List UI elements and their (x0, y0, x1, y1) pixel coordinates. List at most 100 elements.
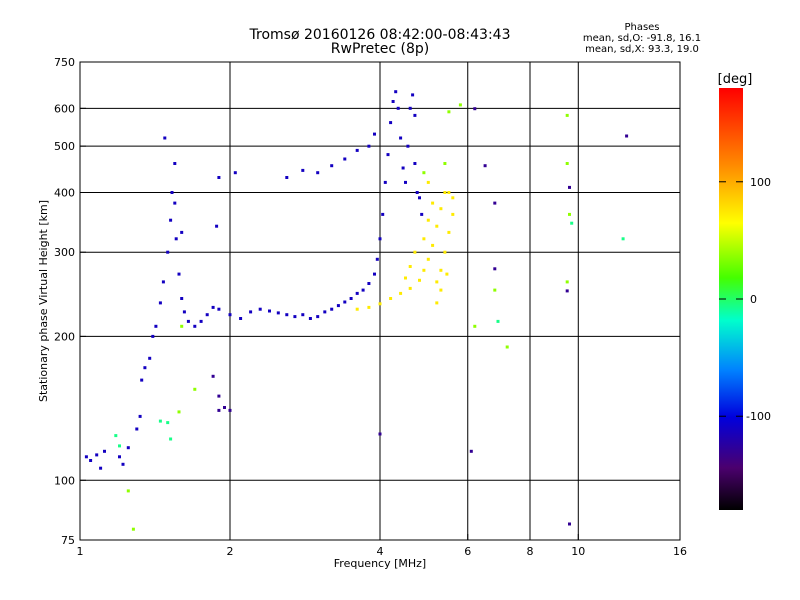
data-point (445, 272, 449, 276)
data-point (169, 218, 173, 222)
colorbar-ticks: 100 0 -100 (719, 176, 771, 423)
data-point (285, 313, 289, 317)
data-point (565, 280, 569, 284)
data-point (565, 113, 569, 117)
data-point (217, 394, 221, 398)
phase-stats: Phases mean, sd,O: -91.8, 16.1 mean, sd,… (562, 22, 722, 55)
data-point (143, 366, 147, 370)
data-point (95, 453, 99, 457)
data-point (89, 459, 93, 462)
data-point (447, 230, 451, 234)
y-tick-label: 600 (54, 102, 75, 115)
data-point (330, 307, 334, 311)
x-tick-label: 10 (571, 545, 585, 558)
data-point (163, 136, 167, 140)
data-point (258, 307, 262, 311)
data-point (361, 288, 365, 292)
data-point (496, 319, 500, 323)
data-point (625, 134, 629, 138)
y-tick-label: 75 (61, 534, 75, 547)
data-point (418, 196, 421, 200)
data-point (140, 378, 144, 382)
data-point (458, 103, 462, 107)
data-point (148, 356, 152, 360)
data-point (223, 406, 226, 409)
data-point (215, 224, 219, 228)
data-point (138, 414, 142, 418)
data-point (186, 319, 190, 323)
x-tick-label: 8 (527, 545, 534, 558)
data-point (301, 313, 305, 317)
data-point (114, 434, 118, 438)
data-point (367, 305, 371, 309)
data-point (217, 176, 221, 179)
x-tick-label: 16 (673, 545, 687, 558)
data-point (570, 221, 574, 225)
data-point (166, 250, 170, 254)
data-point (193, 324, 197, 328)
data-point (151, 334, 155, 338)
data-point (373, 132, 376, 136)
data-point (121, 462, 125, 466)
data-point (568, 185, 571, 189)
data-point (439, 288, 443, 292)
data-point (323, 310, 327, 314)
data-point (166, 421, 170, 425)
data-point (131, 527, 135, 531)
data-point (285, 176, 289, 179)
data-point (180, 324, 184, 328)
x-tick-label: 4 (377, 545, 384, 558)
data-point (391, 100, 395, 103)
data-point (426, 180, 430, 184)
data-point (413, 162, 417, 165)
data-point (426, 218, 430, 222)
data-point (447, 110, 451, 114)
data-point (84, 455, 88, 459)
data-point (404, 276, 407, 280)
data-point (378, 432, 382, 436)
chart-subtitle: RwPretec (8p) (330, 41, 430, 57)
data-point (505, 345, 509, 349)
phase-o-mode: mean, sd,O: -91.8, 16.1 (582, 33, 702, 44)
colorbar-tick-label: 100 (750, 176, 771, 189)
data-point (239, 317, 243, 320)
phase-x-mode: mean, sd,X: 93.3, 19.0 (585, 44, 699, 55)
y-tick-label: 200 (54, 330, 75, 343)
data-point (367, 282, 371, 285)
data-point (316, 315, 320, 319)
data-point (396, 106, 400, 110)
data-point (389, 121, 393, 125)
data-point (399, 291, 403, 295)
colorbar-tick-label: 0 (750, 293, 757, 306)
data-point (401, 166, 405, 170)
data-point (422, 268, 426, 272)
data-point (621, 237, 625, 241)
data-point (418, 278, 421, 282)
data-point (193, 387, 197, 391)
data-point (343, 300, 347, 304)
data-point (268, 309, 271, 313)
data-points (84, 90, 629, 531)
data-point (473, 324, 477, 328)
data-point (413, 250, 417, 254)
data-point (217, 307, 221, 311)
data-point (426, 257, 430, 261)
data-point (154, 324, 158, 328)
data-point (399, 136, 403, 140)
y-tick-label: 750 (54, 56, 75, 69)
data-point (435, 301, 439, 305)
data-point (568, 212, 571, 216)
data-point (118, 455, 121, 459)
data-point (182, 310, 186, 314)
data-point (177, 272, 181, 276)
x-tick-label: 1 (77, 545, 84, 558)
x-axis-label: Frequency [MHz] (334, 557, 426, 570)
data-point (451, 212, 455, 216)
phase-header: Phases (624, 22, 660, 33)
data-point (413, 113, 417, 117)
data-point (404, 180, 407, 184)
data-point (420, 212, 424, 216)
data-point (389, 297, 393, 300)
data-point (378, 302, 382, 306)
